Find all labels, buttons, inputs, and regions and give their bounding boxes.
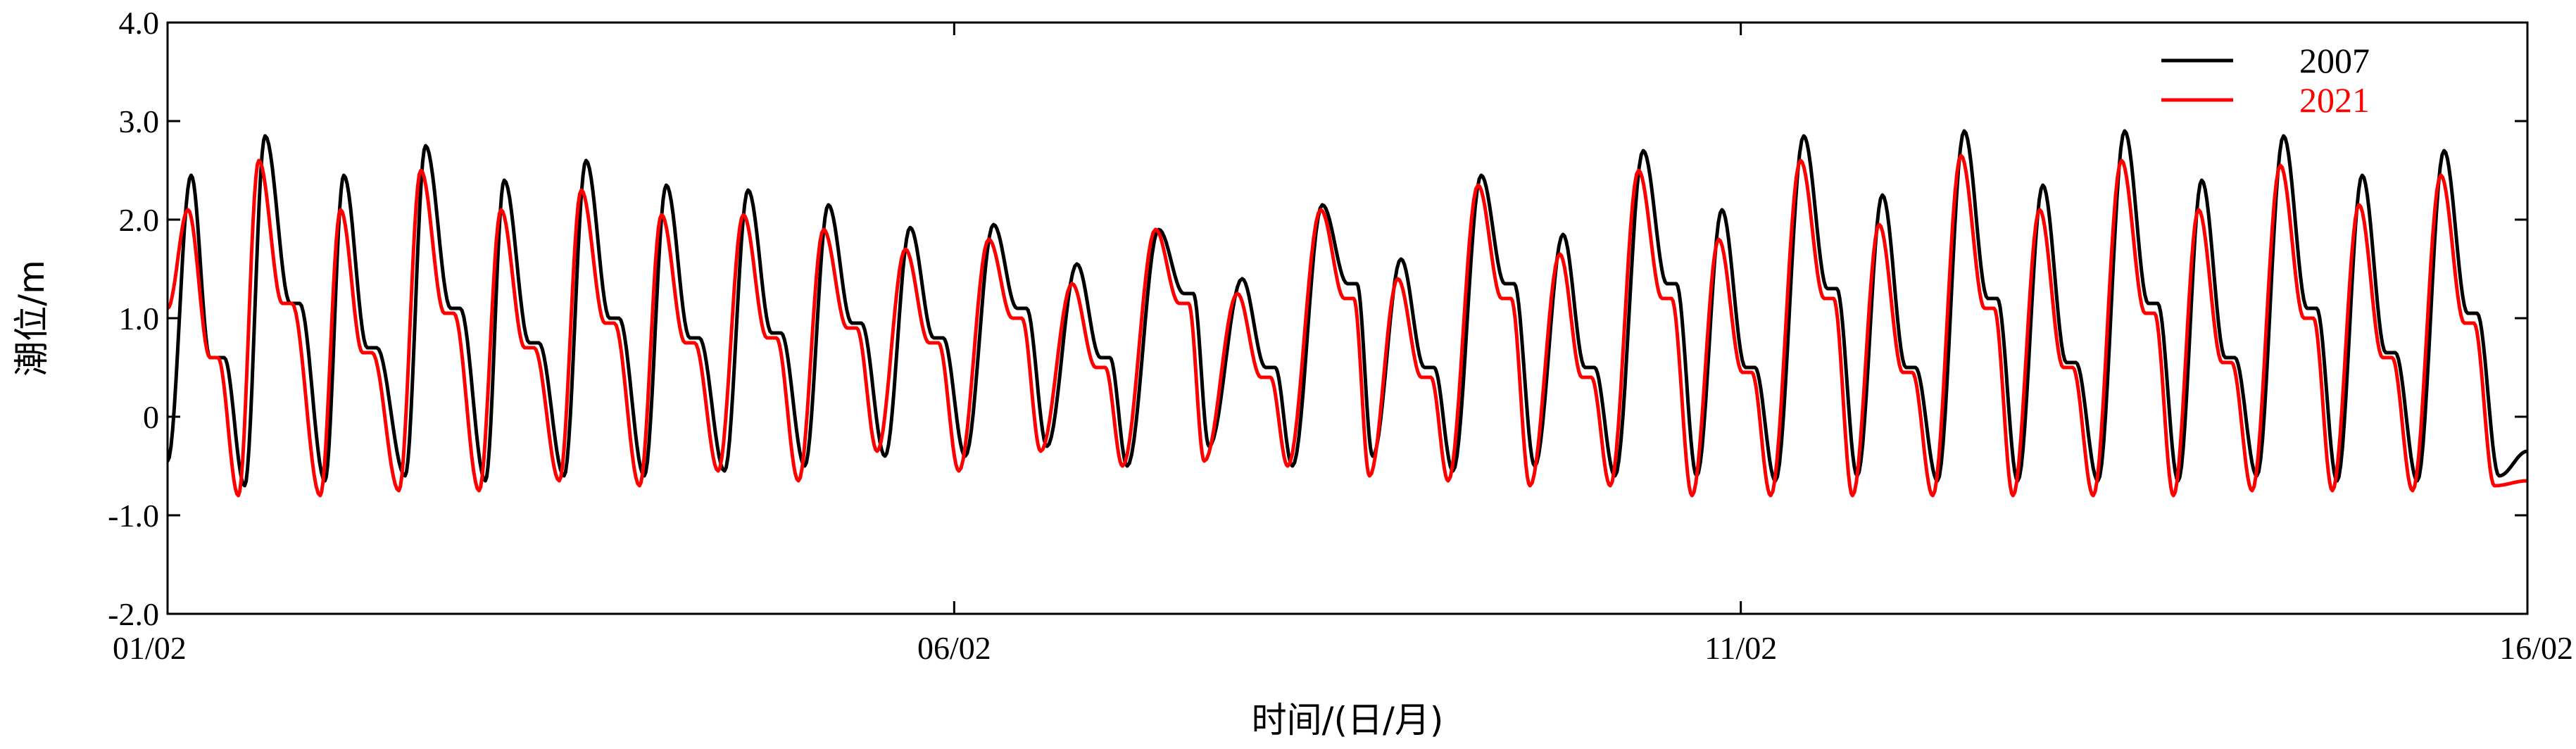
y-tick-label: 4.0 (119, 5, 160, 41)
y-tick-label: -1.0 (108, 498, 159, 534)
plot-frame (166, 21, 2529, 615)
y-tick-label: 2.0 (119, 202, 160, 238)
y-tick-label: 0 (143, 399, 159, 435)
x-tick-label: 06/02 (917, 630, 991, 666)
x-tick-label: 16/02 (2499, 630, 2573, 666)
legend-label-2021: 2021 (2299, 80, 2370, 120)
y-axis-title: 潮位/m (11, 260, 52, 377)
y-tick-label: 3.0 (119, 103, 160, 139)
series-layer (168, 129, 2527, 498)
series-line-2007 (168, 129, 2527, 488)
legend-label-2007: 2007 (2299, 41, 2370, 80)
x-tick-label: 11/02 (1704, 630, 1777, 666)
x-tick-label: 01/02 (113, 630, 187, 666)
series-line-2021 (168, 153, 2527, 498)
labels-layer: -2.0 -1.0 0 1.0 2.0 3.0 4.0 01/02 06/02 11/02 16/0… (108, 5, 2573, 666)
y-tick-label: -2.0 (108, 596, 159, 632)
y-tick-label: 1.0 (119, 301, 160, 336)
x-axis-title: 时间/(日/月) (1252, 700, 1444, 741)
